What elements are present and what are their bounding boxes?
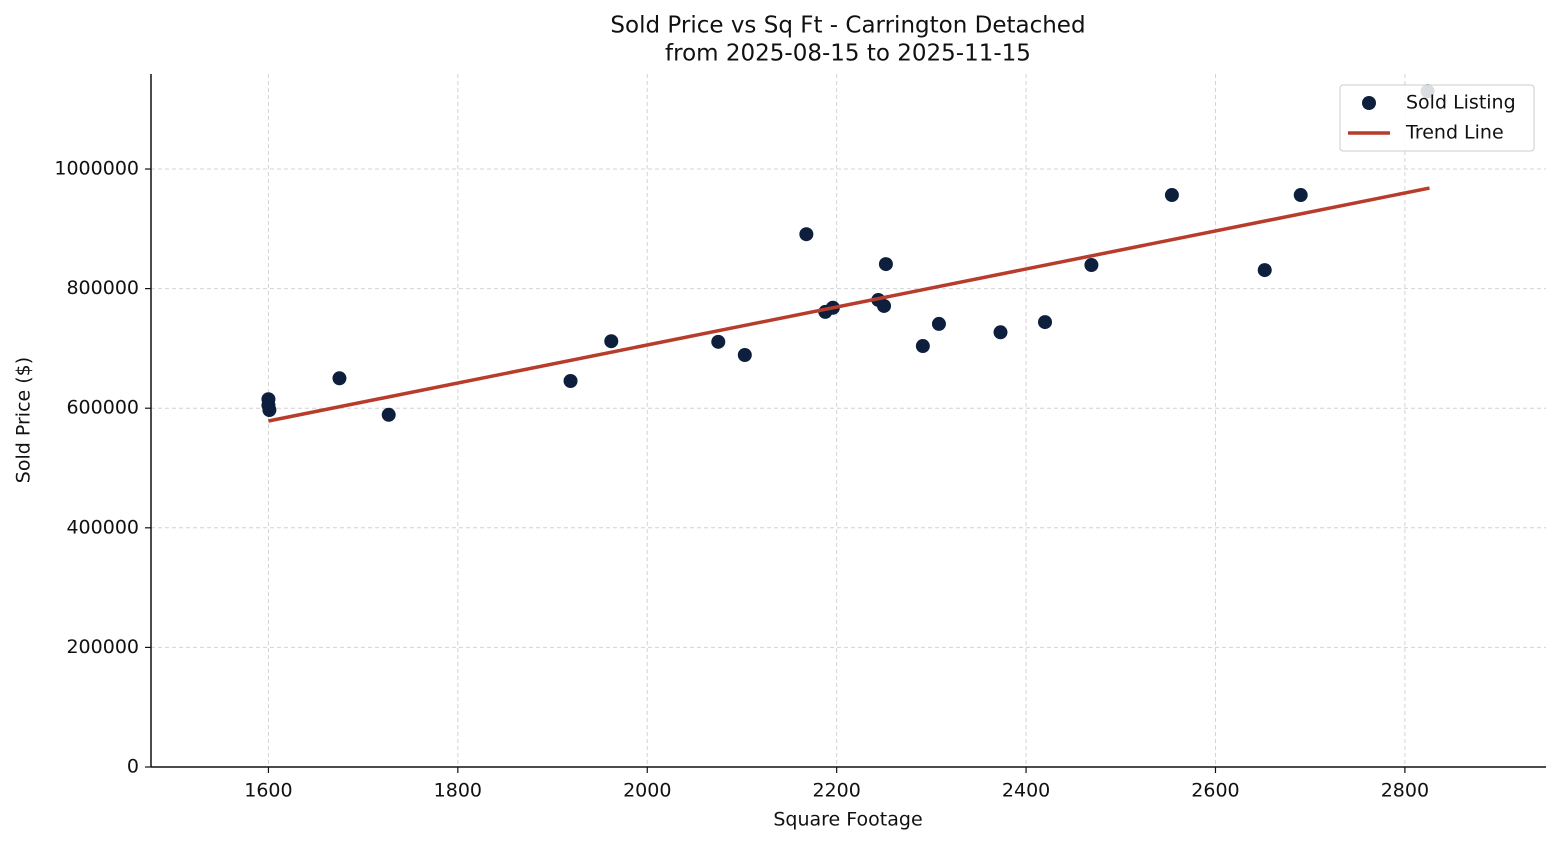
chart-subtitle: from 2025-08-15 to 2025-11-15: [665, 41, 1031, 67]
data-point: [1293, 188, 1308, 203]
data-point: [1257, 263, 1272, 278]
data-point: [799, 227, 814, 242]
x-tick-label: 1800: [434, 780, 482, 802]
data-point: [381, 407, 396, 422]
data-point: [604, 334, 619, 349]
x-tick-label: 2200: [812, 780, 860, 802]
y-tick-label: 600000: [66, 397, 139, 419]
data-point: [1164, 188, 1179, 203]
y-tick-label: 400000: [66, 516, 139, 538]
data-point: [1038, 315, 1053, 330]
data-point: [262, 403, 277, 418]
data-point: [332, 371, 347, 386]
data-point: [1084, 257, 1099, 272]
legend: Sold Listing Trend Line: [1339, 84, 1535, 152]
data-point: [915, 339, 930, 354]
y-tick-label: 200000: [66, 636, 139, 658]
x-tick-label: 2800: [1381, 780, 1429, 802]
data-point: [737, 347, 752, 362]
chart-title: Sold Price vs Sq Ft - Carrington Detache…: [610, 13, 1085, 39]
y-tick-label: 1000000: [54, 158, 139, 180]
data-point: [563, 374, 578, 389]
y-tick-label: 800000: [66, 277, 139, 299]
data-point: [711, 334, 726, 349]
y-axis-label: Sold Price ($): [13, 357, 35, 483]
x-tick-label: 2400: [1002, 780, 1050, 802]
data-point: [878, 257, 893, 272]
data-point: [877, 298, 892, 313]
x-tick-label: 2000: [623, 780, 671, 802]
legend-label: Trend Line: [1405, 122, 1504, 144]
x-tick-label: 2600: [1191, 780, 1239, 802]
y-tick-label: 0: [127, 756, 139, 778]
data-point: [993, 325, 1008, 340]
legend-label: Sold Listing: [1406, 92, 1516, 114]
legend-marker: [1362, 96, 1376, 110]
trend-line: [268, 186, 1430, 423]
x-axis-label: Square Footage: [773, 809, 922, 831]
x-tick-label: 1600: [244, 780, 292, 802]
data-point: [931, 316, 946, 331]
